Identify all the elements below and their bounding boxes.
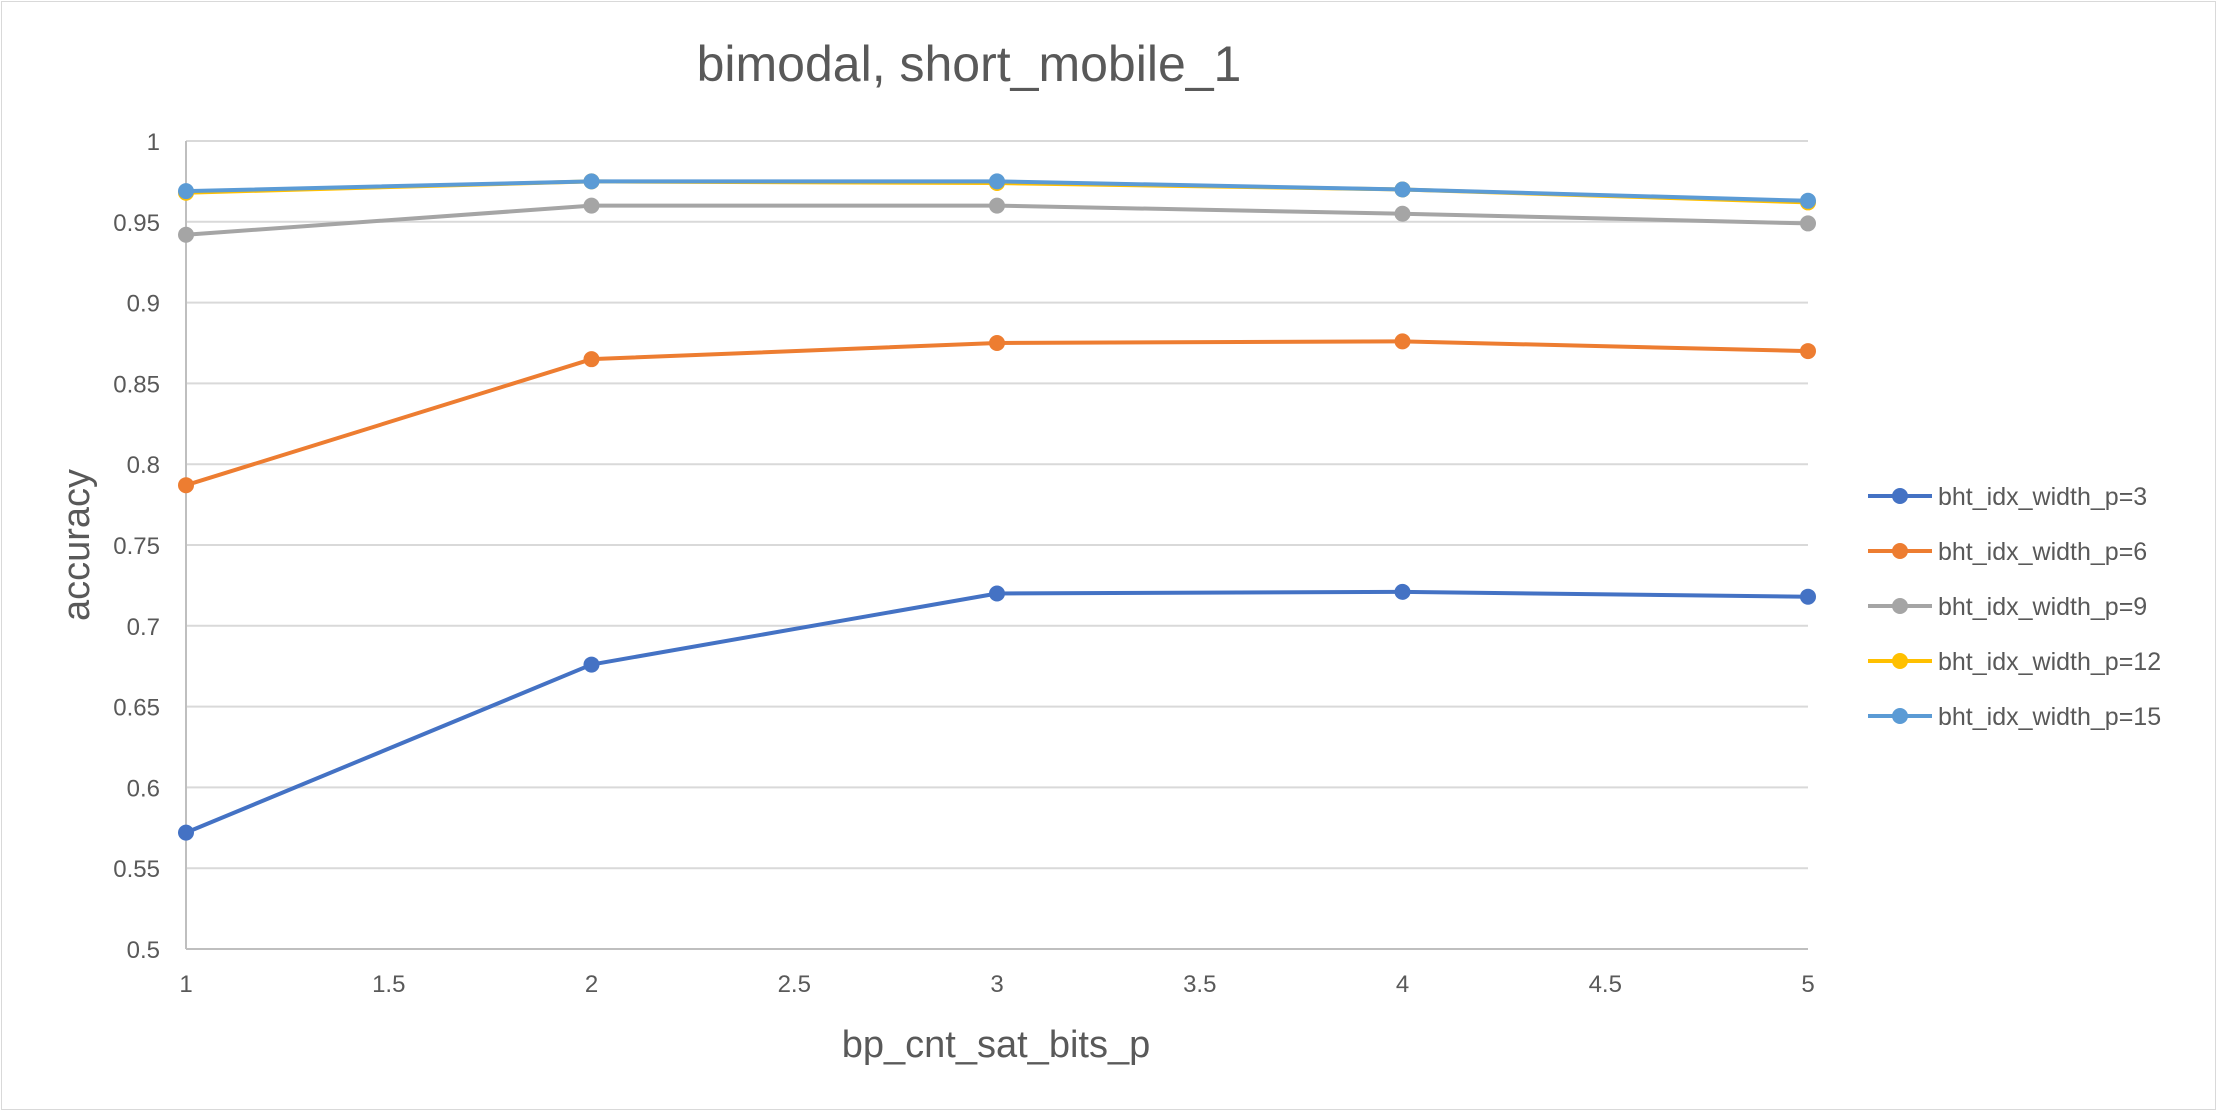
y-tick-label: 1 bbox=[147, 129, 160, 156]
data-point bbox=[1394, 181, 1411, 198]
y-axis-ticks: 0.5 0.55 0.6 0.65 0.7 0.75 0.8 0.85 0.9 0.95 1 bbox=[113, 129, 160, 964]
data-point bbox=[1800, 343, 1816, 360]
legend-label: bht_idx_width_p=3 bbox=[1938, 483, 2147, 511]
legend-label: bht_idx_width_p=15 bbox=[1938, 703, 2161, 731]
data-point bbox=[989, 173, 1005, 190]
legend-item: bht_idx_width_p=3 bbox=[1868, 483, 2147, 511]
data-point bbox=[178, 183, 194, 200]
chart-title: bimodal, short_mobile_1 bbox=[697, 36, 1242, 92]
y-axis-title: accuracy bbox=[56, 469, 98, 621]
y-tick-label: 0.7 bbox=[127, 614, 160, 641]
x-axis-title: bp_cnt_sat_bits_p bbox=[842, 1024, 1150, 1066]
x-tick-label: 1.5 bbox=[372, 971, 405, 998]
legend-swatch-marker bbox=[1892, 708, 1908, 724]
data-point bbox=[1800, 192, 1816, 209]
x-tick-label: 2.5 bbox=[778, 971, 811, 998]
legend-label: bht_idx_width_p=9 bbox=[1938, 593, 2147, 621]
legend-swatch-marker bbox=[1892, 598, 1908, 614]
data-point bbox=[583, 173, 600, 190]
x-tick-label: 2 bbox=[585, 971, 598, 998]
legend: bht_idx_width_p=3 bht_idx_width_p=6 bht_id… bbox=[1868, 483, 2161, 731]
y-tick-label: 0.55 bbox=[113, 856, 160, 883]
y-tick-label: 0.6 bbox=[127, 775, 160, 802]
legend-swatch-marker bbox=[1892, 653, 1908, 669]
data-point bbox=[583, 351, 600, 368]
data-point bbox=[989, 197, 1005, 214]
series-4 bbox=[178, 173, 1816, 209]
x-axis-ticks: 1 1.5 2 2.5 3 3.5 4 4.5 5 bbox=[179, 971, 1814, 998]
legend-label: bht_idx_width_p=6 bbox=[1938, 538, 2147, 566]
y-tick-label: 0.65 bbox=[113, 695, 160, 722]
x-tick-label: 4.5 bbox=[1589, 971, 1622, 998]
legend-swatch-marker bbox=[1892, 488, 1908, 504]
series-0 bbox=[178, 583, 1816, 841]
y-tick-label: 0.95 bbox=[113, 210, 160, 237]
data-point bbox=[583, 197, 600, 214]
data-point bbox=[1800, 588, 1816, 605]
x-tick-label: 3 bbox=[990, 971, 1003, 998]
legend-item: bht_idx_width_p=6 bbox=[1868, 538, 2147, 566]
series-1 bbox=[178, 333, 1816, 494]
data-point bbox=[1394, 583, 1411, 600]
x-tick-label: 1 bbox=[179, 971, 192, 998]
y-tick-label: 0.9 bbox=[127, 291, 160, 318]
x-tick-label: 4 bbox=[1396, 971, 1409, 998]
data-point bbox=[989, 335, 1005, 351]
data-point bbox=[178, 477, 194, 494]
legend-item: bht_idx_width_p=9 bbox=[1868, 593, 2147, 621]
data-point bbox=[583, 656, 600, 673]
y-tick-label: 0.75 bbox=[113, 533, 160, 560]
x-tick-label: 5 bbox=[1801, 971, 1814, 998]
legend-item: bht_idx_width_p=12 bbox=[1868, 648, 2161, 676]
legend-item: bht_idx_width_p=15 bbox=[1868, 703, 2161, 731]
data-point bbox=[178, 824, 194, 841]
y-tick-label: 0.5 bbox=[127, 937, 160, 964]
series-2 bbox=[178, 197, 1816, 243]
series-line bbox=[184, 589, 1810, 835]
gridlines bbox=[185, 140, 1808, 950]
y-tick-label: 0.8 bbox=[127, 452, 160, 479]
legend-swatch-marker bbox=[1892, 543, 1908, 559]
data-point bbox=[178, 226, 194, 243]
data-point bbox=[1394, 333, 1411, 350]
legend-label: bht_idx_width_p=12 bbox=[1938, 648, 2161, 676]
data-point bbox=[989, 585, 1005, 602]
y-tick-label: 0.85 bbox=[113, 371, 160, 398]
data-point bbox=[1394, 205, 1411, 222]
data-point bbox=[1800, 215, 1816, 232]
series-lines bbox=[178, 173, 1816, 841]
x-tick-label: 3.5 bbox=[1183, 971, 1216, 998]
